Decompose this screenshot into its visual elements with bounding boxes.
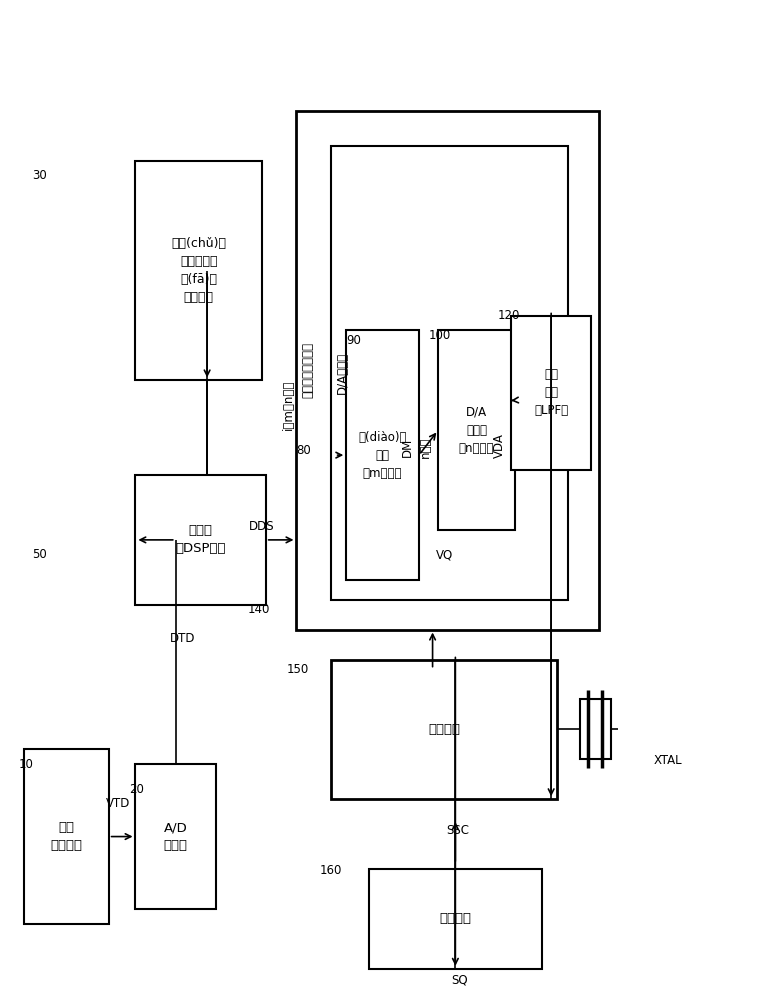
Bar — [135, 475, 266, 605]
Text: 處理部
（DSP部）: 處理部 （DSP部） — [175, 524, 226, 555]
Text: 160: 160 — [319, 864, 341, 877]
Text: DTD: DTD — [169, 632, 195, 645]
Text: DDS: DDS — [249, 520, 275, 533]
Text: 80: 80 — [296, 444, 311, 457]
Bar — [25, 749, 108, 924]
Bar — [331, 146, 568, 600]
Text: i＝m＋n比特: i＝m＋n比特 — [282, 380, 295, 430]
Bar — [296, 111, 599, 630]
Bar — [580, 699, 611, 759]
Text: 濾波
電路
（LPF）: 濾波 電路 （LPF） — [534, 368, 568, 417]
Text: XTAL: XTAL — [654, 754, 682, 767]
Text: 存儲(chǔ)部
（非易失性
發(fā)生
存儲器）: 存儲(chǔ)部 （非易失性 發(fā)生 存儲器） — [171, 237, 226, 304]
Text: 20: 20 — [129, 783, 145, 796]
Text: 溫度
傳感器部: 溫度 傳感器部 — [51, 821, 82, 852]
Bar — [135, 161, 262, 380]
Text: 振蕩電路: 振蕩電路 — [428, 723, 460, 736]
Text: 150: 150 — [286, 663, 308, 676]
Text: 50: 50 — [32, 548, 47, 561]
Text: 30: 30 — [32, 169, 47, 182]
Bar — [331, 660, 557, 799]
Text: 120: 120 — [498, 309, 521, 322]
Text: 緩沖電路: 緩沖電路 — [439, 912, 471, 925]
Text: 振蕩信號生成電路: 振蕩信號生成電路 — [301, 342, 315, 398]
Bar — [369, 869, 541, 969]
Text: D/A變換器: D/A變換器 — [336, 352, 349, 394]
Bar — [346, 330, 419, 580]
Text: 140: 140 — [248, 603, 271, 616]
Text: 調(diào)制
電路
（m比特）: 調(diào)制 電路 （m比特） — [358, 431, 407, 480]
Bar — [511, 316, 591, 470]
Text: VQ: VQ — [436, 549, 453, 562]
Text: SSC: SSC — [447, 824, 470, 837]
Text: 90: 90 — [346, 334, 361, 347]
Text: DM
n比特: DM n比特 — [401, 436, 432, 458]
Text: SQ: SQ — [451, 974, 468, 987]
Bar — [438, 330, 514, 530]
Text: 10: 10 — [18, 758, 33, 771]
Text: D/A
變換器
（n比特）: D/A 變換器 （n比特） — [458, 406, 494, 455]
Text: VTD: VTD — [105, 797, 130, 810]
Text: A/D
變換部: A/D 變換部 — [164, 821, 188, 852]
Text: 100: 100 — [429, 329, 451, 342]
Text: VDA: VDA — [493, 433, 506, 458]
Bar — [135, 764, 216, 909]
